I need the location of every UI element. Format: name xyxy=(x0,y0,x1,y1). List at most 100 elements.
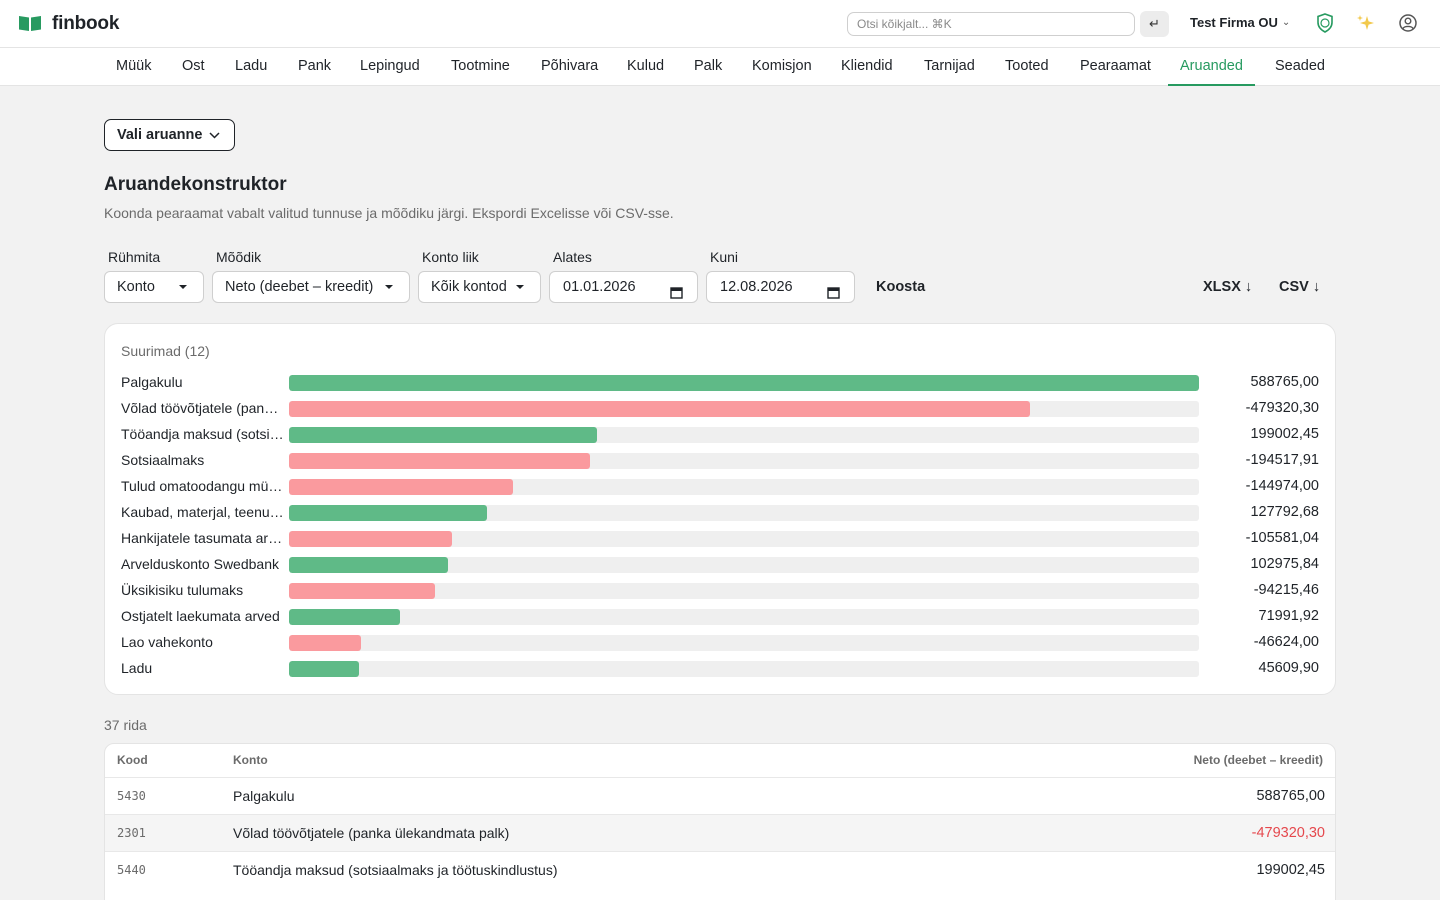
nav-item-komisjon[interactable]: Komisjon xyxy=(752,58,812,74)
nav-item-tooted[interactable]: Tooted xyxy=(1005,58,1049,74)
calendar-icon[interactable] xyxy=(827,280,840,310)
chevron-down-icon: ⌄ xyxy=(1281,17,1291,28)
company-switcher[interactable]: Test Firma OU ⌄ xyxy=(1190,15,1290,30)
nav-item-ladu[interactable]: Ladu xyxy=(235,58,268,74)
bar-track xyxy=(289,427,1199,443)
nav-item-muuk[interactable]: Müük xyxy=(116,58,152,74)
bar-track xyxy=(289,375,1199,391)
column-header-code[interactable]: Kood xyxy=(117,753,148,767)
column-header-value[interactable]: Neto (deebet – kreedit) xyxy=(1193,753,1323,767)
bar-label: Tulud omatoodangu müügist xyxy=(121,478,285,494)
bar[interactable] xyxy=(289,427,597,443)
account-name: Tööandja maksud (sotsiaalmaks ja töötusk… xyxy=(233,862,558,878)
table-row[interactable]: 5430 Palgakulu 588765,00 xyxy=(105,777,1335,814)
row-count: 37 rida xyxy=(104,717,147,733)
user-circle-icon[interactable] xyxy=(1398,12,1418,34)
date-from-input[interactable]: 01.01.2026 xyxy=(549,271,698,303)
nav-item-pank[interactable]: Pank xyxy=(298,58,332,74)
bar-track xyxy=(289,505,1199,521)
account-value: 199002,45 xyxy=(1256,862,1325,878)
bar[interactable] xyxy=(289,609,400,625)
group-by-select[interactable]: Konto xyxy=(104,271,204,303)
bar-track xyxy=(289,635,1199,651)
bar[interactable] xyxy=(289,479,513,495)
date-from-value: 01.01.2026 xyxy=(563,279,636,295)
bar-track xyxy=(289,479,1199,495)
caret-down-icon xyxy=(179,285,187,289)
caret-down-icon xyxy=(516,285,524,289)
shield-icon[interactable] xyxy=(1315,12,1335,34)
column-header-account[interactable]: Konto xyxy=(233,753,268,767)
date-to-value: 12.08.2026 xyxy=(720,279,793,295)
bar-value-label: -144974,00 xyxy=(1245,478,1319,494)
bar-track xyxy=(289,531,1199,547)
nav-item-pearaamat[interactable]: Pearaamat xyxy=(1080,58,1151,74)
build-report-button[interactable]: Koosta xyxy=(876,279,926,295)
export-xlsx-button[interactable]: XLSX ↓ xyxy=(1203,279,1253,295)
bar[interactable] xyxy=(289,661,359,677)
bar-value-label: 588765,00 xyxy=(1250,374,1319,390)
bar-value-label: -105581,04 xyxy=(1245,530,1319,546)
account-code: 2301 xyxy=(117,826,146,840)
bar-value-label: 127792,68 xyxy=(1250,504,1319,520)
brand-logo[interactable]: finbook xyxy=(18,12,119,36)
global-search-input[interactable]: Otsi kõikjalt... ⌘K xyxy=(847,12,1135,36)
bar-value-label: 199002,45 xyxy=(1250,426,1319,442)
bar-label: Kaubad, materjal, teenused xyxy=(121,504,285,520)
measure-select[interactable]: Neto (deebet – kreedit) xyxy=(212,271,410,303)
account-type-select[interactable]: Kõik kontod xyxy=(418,271,541,303)
caret-down-icon xyxy=(385,285,393,289)
bar-track xyxy=(289,583,1199,599)
nav-item-seaded[interactable]: Seaded xyxy=(1275,58,1325,74)
nav-item-ost[interactable]: Ost xyxy=(182,58,205,74)
bar-track xyxy=(289,661,1199,677)
nav-item-pohivara[interactable]: Põhivara xyxy=(541,58,599,74)
export-csv-button[interactable]: CSV ↓ xyxy=(1279,279,1321,295)
table-row[interactable]: 2301 Võlad töövõtjatele (panka ülekandmat… xyxy=(105,814,1335,851)
page-subtitle: Koonda pearaamat vabalt valitud tunnuse … xyxy=(104,205,674,221)
bar-label: Ostjatelt laekumata arved xyxy=(121,608,280,624)
results-table: Kood Konto Neto (deebet – kreedit) 5430 P… xyxy=(104,743,1336,900)
bar-label: Hankijatele tasumata arved xyxy=(121,530,285,546)
bar[interactable] xyxy=(289,401,1030,417)
bar-value-label: -479320,30 xyxy=(1245,400,1319,416)
nav-item-tarnijad[interactable]: Tarnijad xyxy=(924,58,975,74)
calendar-icon[interactable] xyxy=(670,280,683,310)
account-name: Võlad töövõtjatele (panka ülekandmata pa… xyxy=(233,825,510,841)
bar[interactable] xyxy=(289,453,590,469)
company-name: Test Firma OU xyxy=(1190,15,1278,30)
bar[interactable] xyxy=(289,531,452,547)
select-report-button[interactable]: Vali aruanne xyxy=(104,119,235,151)
nav-item-kulud[interactable]: Kulud xyxy=(627,58,665,74)
bar-value-label: -194517,91 xyxy=(1245,452,1319,468)
top-bar: finbook Otsi kõikjalt... ⌘K ↵ Test Firma… xyxy=(0,0,1440,48)
date-from-label: Alates xyxy=(553,249,592,265)
table-row[interactable]: 5440 Tööandja maksud (sotsiaalmaks ja töö… xyxy=(105,851,1335,888)
bar[interactable] xyxy=(289,505,487,521)
bar[interactable] xyxy=(289,635,361,651)
account-code: 5440 xyxy=(117,863,146,877)
top-accounts-chart: Suurimad (12) Palgakulu 588765,00 Võlad tö… xyxy=(104,323,1336,695)
account-value: 588765,00 xyxy=(1256,788,1325,804)
book-icon xyxy=(18,14,42,35)
page-title: Aruandekonstruktor xyxy=(104,174,287,195)
nav-item-aruanded[interactable]: Aruanded xyxy=(1168,48,1255,86)
search-submit-button[interactable]: ↵ xyxy=(1140,11,1169,37)
account-value: -479320,30 xyxy=(1251,825,1325,841)
date-to-input[interactable]: 12.08.2026 xyxy=(706,271,855,303)
date-to-label: Kuni xyxy=(710,249,739,265)
nav-item-palk[interactable]: Palk xyxy=(694,58,723,74)
nav-item-lepingud[interactable]: Lepingud xyxy=(360,58,420,74)
bar[interactable] xyxy=(289,557,448,573)
nav-item-tootmine[interactable]: Tootmine xyxy=(451,58,510,74)
bar[interactable] xyxy=(289,375,1199,391)
bar-label: Ladu xyxy=(121,660,153,676)
chevron-down-icon xyxy=(209,120,220,150)
measure-value: Neto (deebet – kreedit) xyxy=(225,279,374,295)
sparkles-icon[interactable] xyxy=(1356,12,1376,34)
group-by-label: Rühmita xyxy=(108,249,161,265)
bar[interactable] xyxy=(289,583,435,599)
chart-title: Suurimad (12) xyxy=(121,343,210,359)
nav-item-kliendid[interactable]: Kliendid xyxy=(841,58,893,74)
bar-label: Sotsiaalmaks xyxy=(121,452,205,468)
